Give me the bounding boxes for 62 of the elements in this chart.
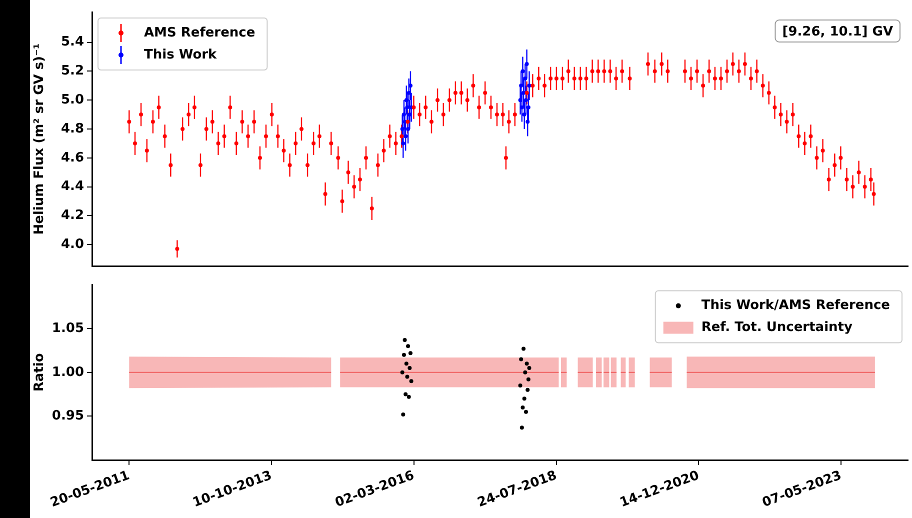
point [408, 366, 412, 370]
point [527, 84, 532, 88]
point [519, 84, 524, 88]
legend-label: This Work/AMS Reference [701, 298, 890, 314]
point [408, 84, 412, 88]
y-tick-label: 1.05 [52, 320, 84, 336]
point [405, 374, 410, 379]
y-tick-label: 5.2 [60, 64, 84, 79]
point [406, 394, 411, 399]
legend-label: AMS Reference [144, 25, 256, 40]
y-tick-label: 1.00 [52, 364, 84, 380]
point [522, 396, 526, 401]
point [406, 344, 410, 348]
point [404, 98, 408, 102]
point [402, 112, 406, 117]
annotation: [9.26, 10.1] GV [782, 24, 894, 40]
y-tick-label: 4.2 [60, 208, 84, 224]
legend-label: Ref. Tot. Uncertainty [701, 320, 853, 336]
point [404, 362, 408, 366]
point [520, 105, 524, 110]
point [518, 384, 522, 388]
point [522, 346, 526, 351]
y-tick-label: 4.4 [60, 179, 84, 194]
point [400, 126, 404, 131]
point [520, 426, 524, 430]
point [408, 112, 412, 117]
point [524, 62, 529, 66]
point [523, 76, 528, 80]
y-tick-label: 4.8 [60, 121, 84, 136]
y-axis-title: Ratio [32, 353, 48, 392]
point [402, 352, 406, 357]
point [527, 366, 532, 370]
point [524, 98, 528, 102]
y-tick-label: 4.0 [60, 236, 84, 252]
point [400, 370, 404, 374]
point [401, 141, 406, 146]
legend-label: This Work [144, 47, 218, 62]
point [402, 338, 407, 342]
point [522, 112, 526, 117]
point [406, 126, 410, 131]
point [401, 412, 406, 416]
point [408, 351, 412, 356]
point [522, 90, 526, 95]
point [404, 392, 408, 396]
y-tick-label: 5.0 [60, 92, 84, 108]
point [523, 370, 528, 374]
point [520, 405, 525, 410]
y-tick-label: 5.4 [60, 34, 84, 50]
point [526, 120, 530, 124]
point [524, 362, 529, 366]
point [404, 134, 408, 138]
point [519, 357, 524, 362]
point [526, 377, 530, 382]
point [526, 388, 530, 392]
y-axis-title: Helium Flux (m² sr GV s)⁻¹ [32, 43, 48, 235]
y-tick-label: 4.6 [60, 150, 84, 166]
point [409, 379, 414, 384]
point [520, 69, 525, 74]
point [526, 105, 530, 110]
point [524, 410, 528, 414]
y-tick-label: 0.95 [52, 408, 84, 424]
point [405, 105, 410, 110]
